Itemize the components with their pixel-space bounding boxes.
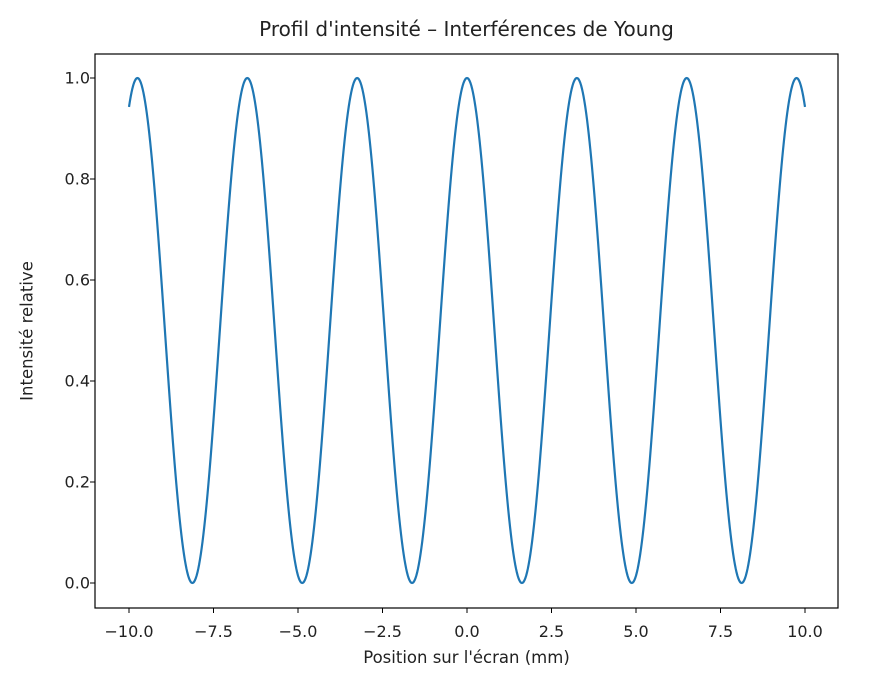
y-tick-label: 0.2 (64, 472, 90, 492)
x-tick-label: 5.0 (623, 622, 649, 641)
y-tick-label: 1.0 (64, 68, 90, 88)
y-axis-label: Intensité relative (17, 261, 37, 401)
y-tick-label: 0.4 (64, 371, 90, 391)
x-tick-label: 0.0 (454, 622, 480, 641)
x-tick-label: 7.5 (707, 622, 734, 641)
intensity-curve (127, 76, 807, 585)
x-tick-label: −7.5 (194, 622, 233, 641)
axes-frame (94, 53, 839, 609)
y-axis-ticks (90, 77, 95, 584)
chart-title: Profil d'intensité – Interférences de Yo… (259, 17, 674, 41)
x-tick-label: −2.5 (363, 622, 402, 641)
x-axis-label: Position sur l'écran (mm) (363, 648, 570, 667)
x-tick-label: 10.0 (787, 622, 823, 641)
x-tick-label: −10.0 (104, 622, 154, 641)
x-tick-label: −5.0 (278, 622, 318, 641)
x-tick-label: 2.5 (538, 622, 565, 641)
y-tick-label: 0.8 (64, 169, 90, 189)
x-axis-ticks (128, 608, 806, 613)
y-tick-label: 0.6 (64, 270, 90, 290)
y-tick-label: 0.0 (64, 573, 90, 593)
